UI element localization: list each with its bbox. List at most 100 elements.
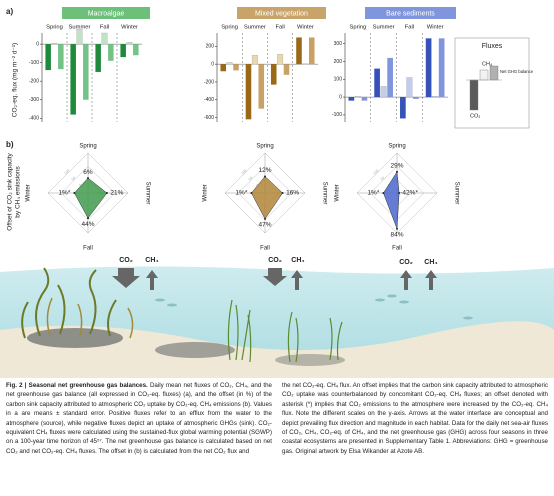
bar — [277, 54, 284, 65]
bar — [126, 42, 133, 45]
y-tick-label: 200 — [334, 59, 343, 65]
bar — [425, 38, 432, 98]
r-tick-label: 100 — [240, 168, 247, 175]
value-label: 84% — [390, 231, 403, 238]
y-tick-label: -200 — [204, 79, 214, 85]
category-label: Winter — [121, 25, 138, 31]
bar — [348, 97, 355, 101]
axis-label: Summer — [321, 182, 327, 205]
axis-label: Winter — [203, 184, 209, 201]
caption-text: the net CO₂-eq. CH₄ flux. An offset impl… — [282, 382, 548, 455]
legend-box — [454, 37, 530, 129]
y-tick-label: -400 — [29, 116, 39, 122]
bar — [101, 32, 108, 45]
category-label: Spring — [349, 25, 366, 31]
value-label: 44% — [81, 221, 94, 228]
r-tick-label: 100 — [63, 168, 70, 175]
bar — [296, 37, 302, 65]
category-label: Winter — [297, 25, 314, 31]
caption-text: Daily mean net fluxes of CO₂, CH₄, and t… — [6, 382, 272, 455]
y-tick-label: -100 — [332, 112, 342, 118]
radar-point — [264, 175, 266, 178]
panel-title: Mixed vegetation — [255, 10, 308, 17]
axis-label: Winter — [26, 184, 32, 201]
y-axis-label: CO₂-eq. flux (mg m⁻² d⁻¹) — [12, 43, 19, 117]
bar — [233, 64, 239, 71]
caption-column: Fig. 2 | Seasonal net greenhouse gas bal… — [6, 381, 272, 456]
value-label: 6% — [83, 169, 93, 176]
value-label: 47% — [258, 222, 271, 229]
radar-point — [73, 192, 76, 194]
axis-label: Fall — [392, 246, 402, 252]
category-label: Summer — [244, 25, 266, 31]
r-tick-label: 100 — [372, 168, 379, 175]
bar — [413, 97, 419, 99]
legend-label: CH₄ — [482, 61, 493, 67]
category-label: Summer — [373, 25, 395, 31]
legend-swatch — [469, 79, 479, 111]
axis-label: Fall — [83, 246, 93, 252]
bar — [406, 77, 413, 98]
panel-header — [365, 7, 456, 19]
radar-area — [383, 171, 400, 229]
bar — [83, 44, 89, 100]
caption-title: Fig. 2 | Seasonal net greenhouse gas bal… — [6, 382, 148, 389]
panel-header — [62, 7, 150, 19]
bar — [58, 44, 64, 70]
category-label: Fall — [100, 25, 109, 31]
y-axis-label: by CH₄ emissions — [15, 166, 22, 218]
radar-point — [87, 217, 89, 220]
y-tick-label: 0 — [211, 61, 214, 67]
value-label: 1%* — [58, 190, 70, 197]
bar — [308, 37, 315, 65]
bar — [283, 64, 290, 75]
y-tick-label: 0 — [339, 94, 342, 100]
bar — [374, 68, 380, 98]
illustration: CO₂ CH₄ CO₂ CH₄ CO₂ CH₄ — [0, 257, 554, 378]
rock — [275, 354, 345, 366]
gas-label: CH₄ — [145, 257, 158, 264]
legend-label: Net GHG balance — [500, 69, 534, 74]
seaweed — [46, 297, 134, 339]
legend-title: Fluxes — [482, 43, 503, 50]
value-label: 21% — [110, 190, 123, 197]
panel-title: Bare sediments — [386, 10, 435, 17]
panel-label: b) — [6, 140, 14, 149]
legend: Fluxes CO₂ CH₄ Net GHG balance — [466, 43, 534, 119]
gas-label: CO₂ — [268, 257, 282, 264]
bar — [51, 43, 58, 45]
category-label: Winter — [427, 25, 444, 31]
bar — [354, 96, 361, 98]
y-tick-label: -600 — [204, 115, 214, 121]
radar-point — [396, 227, 398, 230]
r-tick-label: 0 — [78, 183, 82, 187]
bar — [226, 62, 233, 65]
radar-point — [250, 192, 253, 194]
category-label: Summer — [69, 25, 91, 31]
fish — [155, 294, 473, 320]
category-label: Spring — [46, 25, 63, 31]
bar — [400, 97, 406, 119]
category-label: Fall — [405, 25, 414, 31]
figure: a) CO₂-eq. flux (mg m⁻² d⁻¹) b) Offset o… — [0, 7, 554, 378]
y-tick-label: -100 — [29, 60, 39, 66]
rock — [27, 328, 123, 348]
radar-point — [264, 217, 266, 220]
bar — [380, 86, 387, 98]
category-label: Spring — [221, 25, 238, 31]
seaweed — [21, 267, 117, 339]
bar — [220, 64, 227, 72]
gas-label: CH₄ — [424, 259, 437, 266]
bar — [361, 97, 368, 101]
y-tick-label: 200 — [206, 44, 215, 50]
seagrass — [227, 299, 343, 363]
y-tick-label: 0 — [36, 41, 39, 47]
panel-label: a) — [6, 7, 13, 16]
legend-swatch — [479, 69, 489, 81]
y-axis-label: Offset of CO₂ sink capacity — [7, 152, 14, 230]
y-tick-label: 100 — [334, 77, 343, 83]
y-tick-label: -300 — [29, 97, 39, 103]
legend-swatch — [489, 65, 499, 81]
bar — [70, 44, 76, 115]
radar-point — [382, 192, 385, 194]
